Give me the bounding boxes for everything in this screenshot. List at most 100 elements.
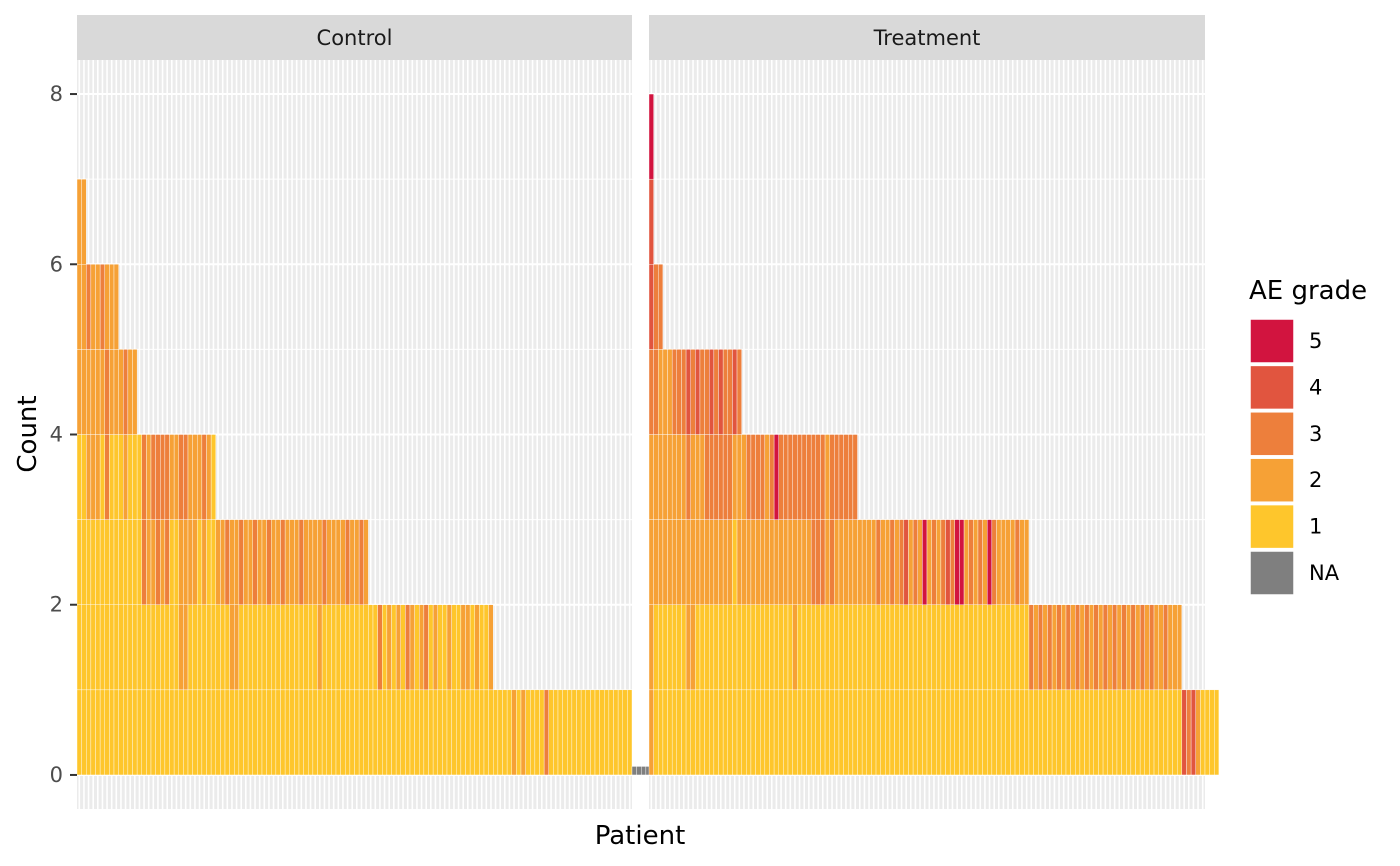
bar-segment-grade-1: [1209, 689, 1215, 776]
bar-segment-grade-2: [885, 519, 891, 605]
bar-segment-grade-2: [90, 434, 96, 520]
bar-segment-grade-1: [690, 689, 696, 776]
bar-segment-grade-1: [908, 604, 914, 691]
bar-segment-grade-1: [977, 689, 983, 776]
bar-segment-grade-2: [178, 519, 184, 605]
bar-segment-grade-2: [1144, 604, 1150, 691]
bar-segment-grade-3: [829, 519, 835, 605]
bar-segment-grade-3: [671, 349, 678, 435]
bar-segment-grade-1: [90, 604, 96, 691]
bar-segment-grade-2: [848, 519, 854, 605]
bar-segment-grade-1: [727, 689, 733, 776]
bar-segment-grade-2: [667, 434, 673, 520]
bar-segment-grade-1: [95, 604, 101, 691]
bar-segment-grade-1: [104, 689, 110, 776]
bar-segment-grade-1: [732, 604, 738, 691]
bar-segment-grade-2: [1033, 604, 1039, 691]
bar-segment-grade-2: [169, 434, 175, 520]
bar-segment-grade-1: [118, 689, 124, 776]
bar-segment-grade-1: [973, 689, 979, 776]
bar-segment-grade-3: [1163, 604, 1169, 691]
bar-segment-grade-2: [1126, 604, 1132, 691]
bar-segment-grade-2: [308, 519, 314, 605]
bar-segment-grade-3: [141, 519, 147, 605]
bar-segment-grade-2: [488, 604, 494, 691]
bar-segment-grade-1: [1070, 689, 1076, 776]
bar-segment-grade-1: [885, 604, 891, 691]
bar-segment-grade-1: [1056, 689, 1062, 776]
legend-title: AE grade: [1249, 276, 1367, 306]
bar-segment-grade-3: [681, 349, 687, 435]
bar-segment-grade-1: [238, 689, 244, 776]
bar-segment-grade-1: [548, 689, 554, 776]
bar-segment-grade-3: [977, 519, 983, 605]
bar-segment-grade-3: [912, 519, 918, 605]
bar-segment-grade-1: [81, 434, 87, 520]
y-axis-title: Count: [13, 395, 43, 472]
bar-segment-grade-1: [118, 519, 124, 605]
bar-segment-grade-1: [368, 689, 374, 776]
bar-segment-grade-1: [312, 604, 318, 691]
bar-segment-grade-1: [317, 689, 323, 776]
bar-segment-grade-5: [648, 93, 654, 180]
bar-segment-grade-1: [852, 689, 858, 776]
bar-segment-grade-2: [1088, 604, 1094, 691]
bar-segment-grade-1: [220, 689, 226, 776]
bar-segment-grade-1: [391, 689, 397, 776]
bar-segment-grade-4: [648, 264, 654, 350]
bar-segment-grade-3: [99, 264, 105, 350]
bar-segment-grade-1: [880, 604, 886, 691]
y-tick-label: 6: [50, 252, 63, 276]
bar-segment-grade-1: [1042, 689, 1048, 776]
bar-segment-grade-1: [160, 689, 166, 776]
bar-segment-grade-1: [488, 689, 494, 776]
bar-segment-grade-1: [1014, 689, 1020, 776]
bar-segment-grade-1: [912, 689, 918, 776]
bar-segment-grade-1: [86, 689, 92, 776]
bar-segment-grade-2: [432, 604, 438, 691]
bar-segment-grade-2: [118, 349, 124, 435]
bar-segment-grade-3: [155, 434, 161, 520]
bar-segment-grade-1: [912, 604, 918, 691]
bar-segment-grade-3: [252, 519, 258, 605]
bar-segment-grade-1: [437, 604, 443, 691]
bar-segment-grade-2: [109, 264, 115, 350]
bar-segment-grade-2: [201, 519, 207, 605]
bar-segment-grade-2: [520, 689, 526, 776]
bar-segment-grade-1: [127, 604, 133, 691]
bar-segment-grade-1: [132, 604, 138, 691]
bar-segment-grade-2: [681, 519, 687, 605]
legend-key-3: [1249, 411, 1295, 457]
bar-segment-grade-2: [173, 434, 179, 520]
bar-segment-grade-1: [141, 689, 147, 776]
bar-segment-grade-2: [764, 519, 770, 605]
bar-segment-grade-1: [400, 689, 406, 776]
bar-segment-grade-3: [727, 434, 733, 520]
bar-segment-grade-1: [1005, 689, 1011, 776]
bar-segment-grade-1: [275, 689, 281, 776]
bar-segment-grade-1: [303, 604, 309, 691]
bar-segment-grade-1: [127, 689, 133, 776]
bar-segment-grade-2: [1167, 604, 1173, 691]
bar-segment-grade-1: [460, 689, 466, 776]
bar-segment-grade-2: [197, 434, 203, 520]
bar-segment-grade-1: [653, 604, 659, 691]
bar-segment-grade-3: [709, 434, 715, 520]
bar-segment-grade-2: [648, 434, 654, 520]
bar-segment-grade-1: [123, 519, 129, 605]
bar-segment-grade-1: [294, 604, 300, 691]
bar-segment-grade-1: [875, 604, 881, 691]
bar-segment-grade-1: [266, 604, 272, 691]
bar-segment-grade-2: [187, 434, 193, 520]
bar-segment-grade-3: [658, 264, 664, 350]
bar-segment-grade-2: [234, 519, 240, 605]
bar-segment-grade-1: [169, 689, 175, 776]
bar-segment-grade-1: [658, 604, 664, 691]
bar-segment-grade-2: [123, 434, 129, 520]
bar-segment-grade-1: [848, 604, 854, 691]
bar-segment-grade-2: [192, 434, 198, 520]
bar-segment-grade-3: [183, 434, 189, 520]
bar-segment-grade-2: [275, 519, 281, 605]
legend-label-na: NA: [1309, 561, 1340, 585]
bar-segment-grade-1: [936, 604, 942, 691]
